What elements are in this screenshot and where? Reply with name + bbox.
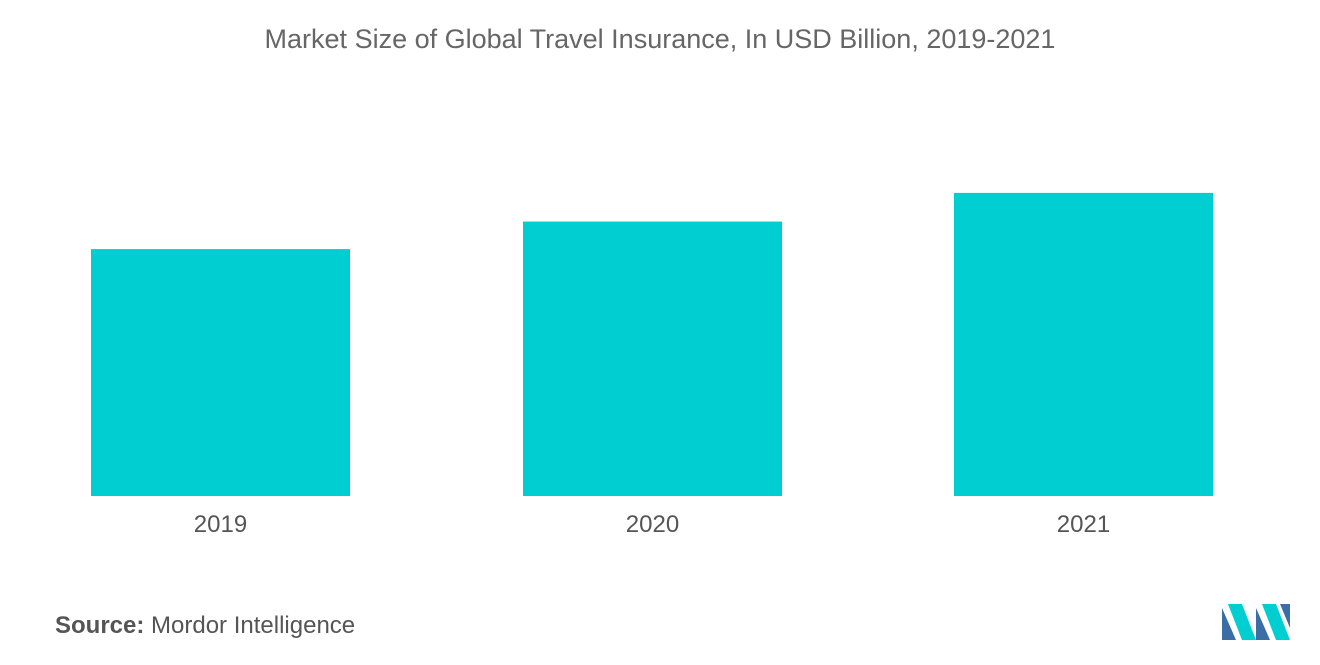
chart-title: Market Size of Global Travel Insurance, … (264, 24, 1056, 54)
source-note: Source: Mordor Intelligence (55, 612, 355, 640)
x-tick-label-2021: 2021 (1057, 511, 1110, 538)
source-text: Mordor Intelligence (151, 612, 356, 639)
bar-2021 (954, 192, 1213, 496)
source-label: Source: (55, 612, 145, 639)
bar-2019 (91, 249, 350, 496)
mordor-intelligence-logo-icon (1222, 604, 1290, 640)
x-tick-label-2020: 2020 (626, 511, 679, 538)
x-tick-label-2019: 2019 (194, 511, 247, 538)
bar-2020 (523, 221, 782, 496)
